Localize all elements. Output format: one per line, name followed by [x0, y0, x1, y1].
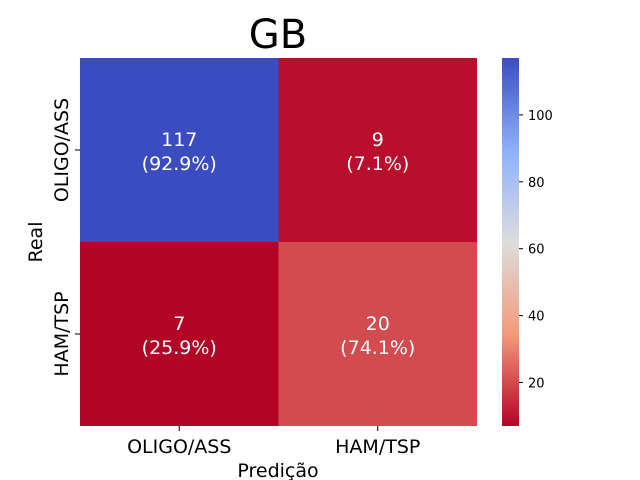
heatmap-cell: [278, 242, 477, 426]
cell-percent-label: (7.1%): [346, 153, 409, 175]
heatmap-cell: [278, 58, 477, 242]
cell-count-label: 9: [372, 129, 384, 151]
colorbar-tick-label: 100: [528, 109, 553, 124]
y-tick-label: OLIGO/ASS: [51, 98, 73, 202]
colorbar: 20 40 60 80 100: [502, 58, 553, 426]
heatmap-cell: [80, 242, 279, 426]
x-tick-label: OLIGO/ASS: [127, 436, 231, 458]
x-axis-ticks: OLIGO/ASS HAM/TSP: [127, 426, 420, 458]
heatmap-cell: [80, 58, 279, 242]
colorbar-tick-label: 60: [528, 243, 545, 258]
colorbar-gradient: [502, 58, 519, 426]
cell-count-label: 20: [366, 313, 390, 335]
cell-count-label: 7: [173, 313, 185, 335]
cell-count-label: 117: [161, 129, 197, 151]
y-axis-ticks: OLIGO/ASS HAM/TSP: [51, 98, 80, 377]
colorbar-ticks: 20 40 60 80 100: [519, 109, 553, 392]
heatmap-cells: 117(92.9%) 9(7.1%) 7(25.9%) 20(74.1%): [80, 58, 477, 426]
cell-percent-label: (25.9%): [142, 337, 217, 359]
colorbar-tick-label: 80: [528, 176, 545, 191]
colorbar-tick-label: 20: [528, 377, 545, 392]
y-axis-label: Real: [25, 222, 47, 263]
x-axis-label: Predição: [237, 460, 318, 480]
colorbar-tick-label: 40: [528, 310, 545, 325]
cell-percent-label: (92.9%): [142, 153, 217, 175]
cell-percent-label: (74.1%): [340, 337, 415, 359]
x-tick-label: HAM/TSP: [335, 436, 420, 458]
chart-title: GB: [249, 12, 307, 58]
y-tick-label: HAM/TSP: [51, 291, 73, 376]
